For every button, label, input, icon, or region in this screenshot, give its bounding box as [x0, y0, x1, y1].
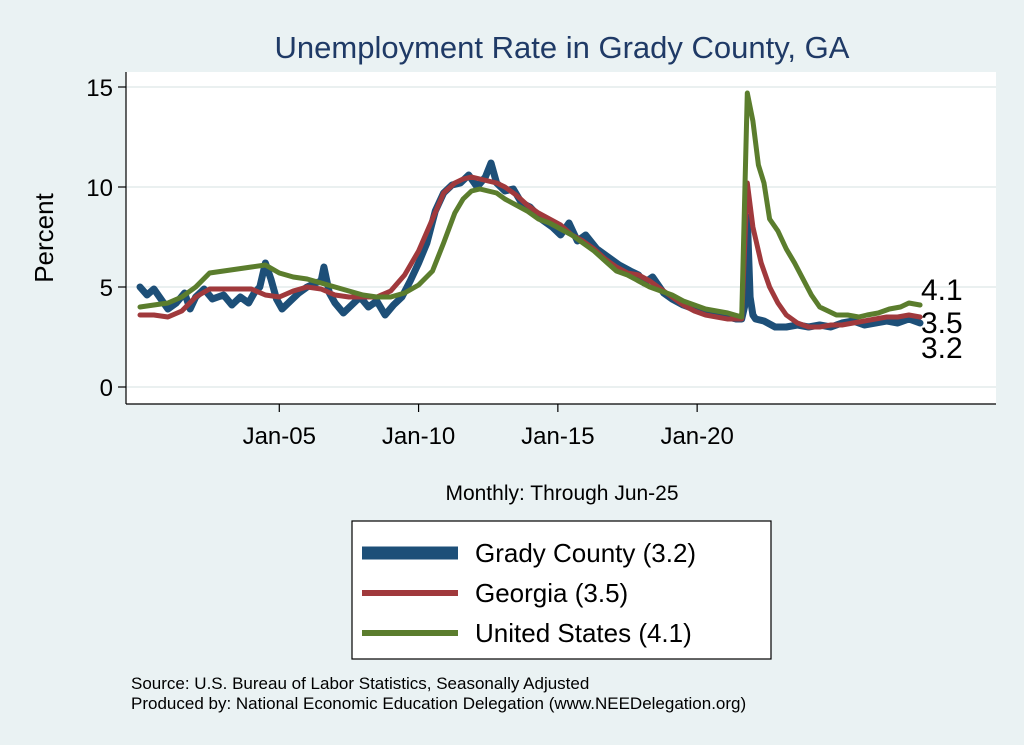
- x-tick-label: Jan-05: [243, 423, 316, 450]
- y-ticks: 0 5 10 15: [86, 75, 126, 402]
- series-line-grady-county: [136, 159, 924, 331]
- y-tick-label: 5: [100, 275, 113, 302]
- x-ticks: Jan-05 Jan-10 Jan-15 Jan-20: [243, 404, 734, 450]
- x-axis-title: Monthly: Through Jun-25: [445, 482, 678, 505]
- y-tick-label: 0: [100, 375, 113, 402]
- legend-label: United States (4.1): [475, 618, 692, 648]
- series-line-united-states: [137, 90, 923, 320]
- x-tick-label: Jan-15: [521, 423, 594, 450]
- y-tick-label: 10: [86, 175, 113, 202]
- series-line-georgia: [137, 174, 923, 330]
- legend-label: Grady County (3.2): [475, 538, 696, 568]
- y-axis-title: Percent: [29, 192, 59, 282]
- chart-title: Unemployment Rate in Grady County, GA: [275, 30, 850, 65]
- end-point: [917, 320, 923, 326]
- source-line: Source: U.S. Bureau of Labor Statistics,…: [131, 674, 589, 693]
- end-point: [917, 302, 923, 308]
- x-tick-label: Jan-10: [382, 423, 455, 450]
- x-tick-label: Jan-20: [660, 423, 733, 450]
- series-lines: [136, 90, 924, 331]
- end-value-label: 3.5: [921, 307, 963, 340]
- end-labels: 4.13.53.2: [917, 274, 963, 365]
- legend-label: Georgia (3.5): [475, 578, 628, 608]
- y-tick-label: 15: [86, 75, 113, 102]
- producer-line: Produced by: National Economic Education…: [131, 694, 746, 713]
- end-point: [917, 314, 923, 320]
- end-value-label: 4.1: [921, 274, 963, 307]
- end-value-label: 3.2: [921, 332, 963, 365]
- legend: Grady County (3.2) Georgia (3.5) United St…: [362, 538, 696, 648]
